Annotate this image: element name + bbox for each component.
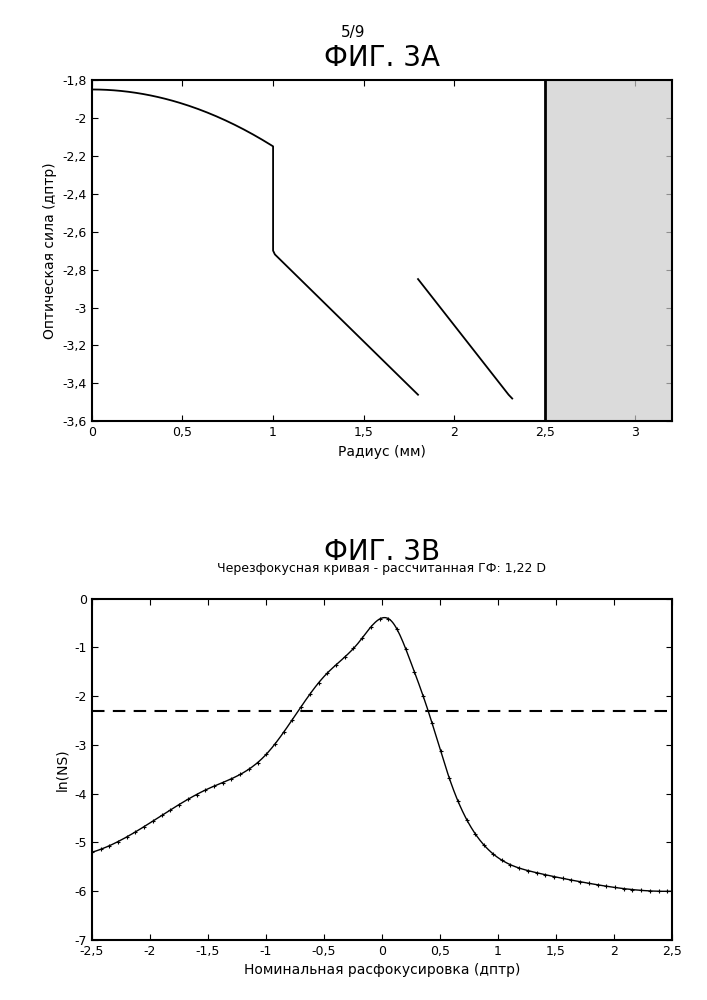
Bar xyxy=(545,80,672,421)
X-axis label: Радиус (мм): Радиус (мм) xyxy=(338,445,426,459)
Y-axis label: Оптическая сила (дптр): Оптическая сила (дптр) xyxy=(43,162,57,339)
Y-axis label: ln(NS): ln(NS) xyxy=(55,748,69,791)
Title: ФИГ. 3В: ФИГ. 3В xyxy=(324,538,440,566)
Text: Черезфокусная кривая - рассчитанная ГФ: 1,22 D: Черезфокусная кривая - рассчитанная ГФ: … xyxy=(217,562,547,575)
Text: 5/9: 5/9 xyxy=(341,25,366,40)
Title: ФИГ. 3А: ФИГ. 3А xyxy=(324,44,440,72)
X-axis label: Номинальная расфокусировка (дптр): Номинальная расфокусировка (дптр) xyxy=(244,963,520,977)
